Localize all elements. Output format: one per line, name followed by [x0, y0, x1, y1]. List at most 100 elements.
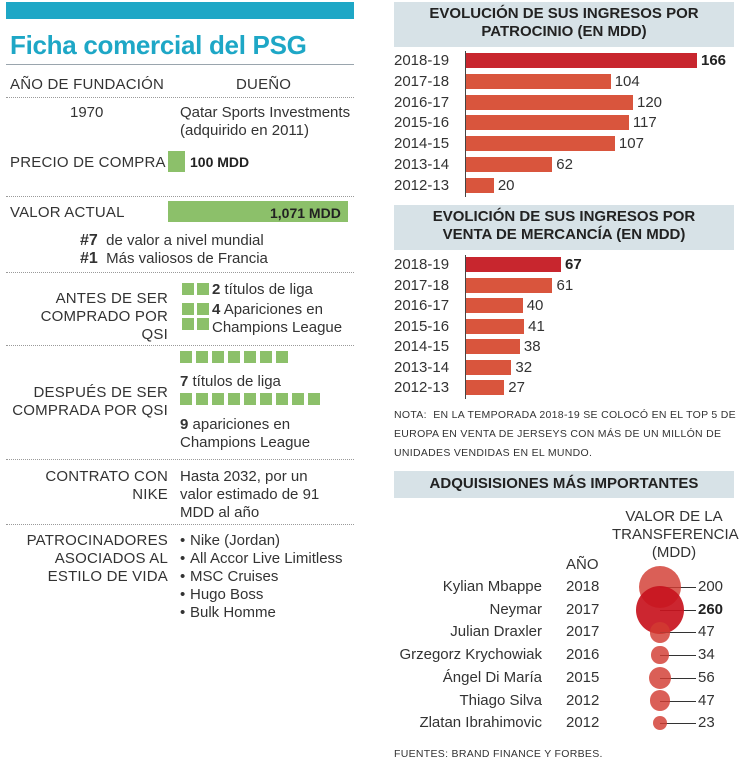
sponsor-item: • Nike (Jordan): [180, 532, 281, 549]
category-label: 2015-16: [394, 317, 450, 335]
category-label: 2018-19: [394, 256, 450, 273]
value-label: 27: [508, 379, 525, 396]
current-value: 1,071 MDD: [270, 205, 341, 221]
count-square: [197, 303, 209, 315]
top-accent-bar: [6, 2, 354, 19]
value-label: 166: [701, 52, 727, 69]
bar: [466, 115, 629, 131]
sponsor-item: • MSC Cruises: [180, 568, 279, 585]
after-cl-number: 9: [180, 416, 189, 433]
transfer-year: 2016: [566, 646, 600, 664]
transfer-year: 2017: [566, 600, 600, 618]
nike-text-line-2: valor estimado de 91: [180, 486, 320, 503]
after-label-line-2: COMPRADA POR QSI: [12, 402, 168, 419]
note-prefix: NOTA:: [394, 409, 427, 421]
sponsorship-chart-title: EVOLUCIÓN DE SUS INGRESOS POR PATROCINIO…: [394, 2, 734, 47]
transfer-value: 56: [698, 668, 715, 686]
owner-label: DUEÑO: [236, 76, 292, 93]
before-cl-text-2: Champions League: [212, 319, 343, 336]
merchandise-title-line-1: EVOLICIÓN DE SUS INGRESOS POR: [432, 208, 696, 225]
bar: [466, 157, 553, 172]
transfer-value: 34: [698, 646, 715, 664]
category-label: 2016-17: [394, 297, 450, 314]
count-square: [182, 283, 194, 295]
bar: [466, 318, 525, 334]
after-league-text: títulos de liga: [192, 373, 281, 390]
nike-label: CONTRATO CON NIKE: [10, 468, 168, 504]
transfer-value: 47: [698, 691, 715, 709]
owner-line-2: (adquirido en 2011): [180, 122, 309, 139]
bar: [466, 73, 611, 89]
value-label: 120: [636, 93, 663, 111]
category-label: 2014-15: [394, 135, 450, 153]
divider: [6, 272, 354, 273]
bar: [466, 380, 505, 395]
count-square: [196, 351, 208, 363]
transfer-bubble: [651, 646, 669, 664]
transfer-value: 47: [698, 623, 715, 641]
value-label: 104: [614, 72, 640, 90]
rank-world-number: #7: [80, 232, 98, 249]
leader-line: [660, 700, 696, 702]
count-square: [212, 393, 224, 405]
sponsors-label-line-3: ESTILO DE VIDA: [47, 568, 168, 585]
category-label: 2012-13: [394, 176, 450, 194]
nike-text-line-3: MDD al año: [180, 504, 260, 521]
category-label: 2016-17: [394, 93, 450, 111]
bar: [466, 136, 615, 152]
count-square: [260, 351, 272, 363]
value-label: 62: [556, 156, 573, 173]
rank-france-text: Más valiosos de Francia: [106, 250, 268, 267]
nike-label-line-1: CONTRATO CON: [45, 468, 168, 485]
rank-france: #1 Más valiosos de Francia: [80, 250, 268, 268]
value-label: 67: [565, 256, 582, 273]
current-value-label: VALOR ACTUAL: [10, 204, 125, 221]
before-label-line-2: COMPRADO POR QSI: [40, 308, 168, 343]
rank-world: #7 de valor a nivel mundial: [80, 232, 264, 250]
category-label: 2018-19: [394, 52, 450, 69]
transfer-year: 2012: [566, 691, 600, 709]
sponsor-item: • Hugo Boss: [180, 586, 264, 603]
transfer-value-header: VALOR DE LA TRANSFERENCIA (MDD): [612, 508, 739, 562]
before-label: ANTES DE SER COMPRADO POR QSI: [10, 290, 168, 344]
before-league-number: 2: [212, 281, 221, 298]
after-cl: 9 apariciones en: [180, 416, 290, 434]
player-name: Thiago Silva: [459, 691, 542, 709]
count-square: [244, 393, 256, 405]
before-cl: 4 Apariciones en: [212, 301, 323, 319]
sources: FUENTES: BRAND FINANCE Y FORBES.: [394, 748, 603, 760]
bar: [466, 257, 561, 272]
transfer-bubble: [652, 716, 668, 731]
founding-year: 1970: [70, 104, 104, 121]
count-square: [292, 393, 304, 405]
count-square: [260, 393, 272, 405]
owner-line-1: Qatar Sports Investments: [180, 104, 351, 121]
value-label: 117: [632, 114, 657, 132]
sponsorship-title-line-2: PATROCINIO (EN MDD): [481, 23, 647, 40]
divider: [6, 524, 354, 525]
purchase-value: 100 MDD: [190, 154, 250, 170]
sponsors-label: PATROCINADORES ASOCIADOS AL ESTILO DE VI…: [10, 532, 168, 586]
leader-line: [660, 632, 696, 634]
divider: [6, 459, 354, 460]
count-square: [276, 393, 288, 405]
player-name: Kylian Mbappe: [442, 578, 542, 595]
count-square: [182, 303, 194, 315]
sponsor-item: • Bulk Homme: [180, 604, 276, 621]
page-title: Ficha comercial del PSG: [10, 30, 307, 60]
bar: [466, 277, 553, 293]
axis-line: [465, 51, 466, 197]
transfer-value: 260: [698, 600, 724, 618]
count-square: [244, 351, 256, 363]
transfer-bubble: [649, 690, 671, 711]
value-label: 40: [526, 297, 544, 314]
divider: [6, 97, 354, 98]
divider: [6, 345, 354, 346]
category-label: 2014-15: [394, 338, 450, 355]
after-label-line-1: DESPUÉS DE SER: [33, 384, 168, 401]
category-label: 2013-14: [394, 156, 450, 173]
current-value-bar: [168, 201, 348, 222]
value-label: 41: [528, 317, 545, 335]
after-league: 7 títulos de liga: [180, 373, 281, 391]
value-label: 38: [523, 338, 541, 355]
